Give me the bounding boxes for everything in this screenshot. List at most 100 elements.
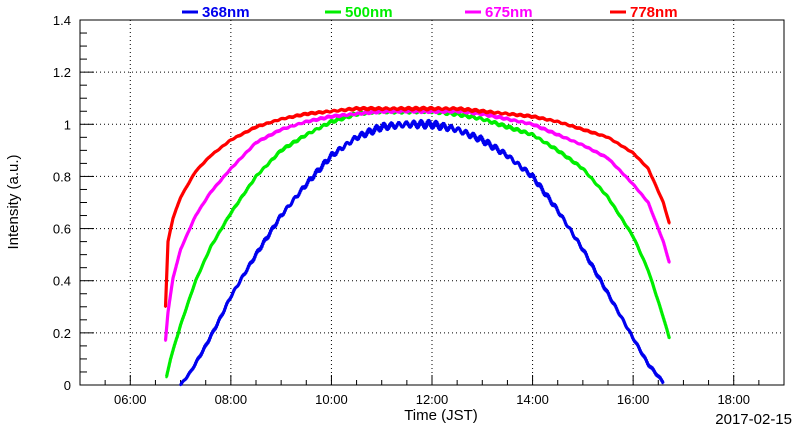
x-tick-label: 12:00 xyxy=(416,392,449,407)
data-point xyxy=(506,125,509,129)
series-line-778nm xyxy=(163,105,671,307)
data-point xyxy=(668,222,671,225)
y-tick-label: 0.6 xyxy=(53,222,71,237)
x-tick-label: 16:00 xyxy=(617,392,650,407)
data-point xyxy=(171,276,175,280)
x-tick-label: 08:00 xyxy=(215,392,248,407)
data-point xyxy=(229,167,233,170)
data-point xyxy=(194,279,197,282)
data-point xyxy=(355,112,358,116)
data-point xyxy=(179,323,182,327)
data-point xyxy=(305,183,308,186)
data-point xyxy=(631,336,635,340)
y-tick-label: 1 xyxy=(64,117,71,132)
data-point xyxy=(164,339,167,342)
data-point xyxy=(606,196,610,199)
data-point xyxy=(209,154,212,157)
legend-label: 675nm xyxy=(485,4,533,21)
data-point xyxy=(169,357,172,361)
data-point xyxy=(305,133,308,136)
data-point xyxy=(662,201,665,204)
data-point xyxy=(631,183,635,186)
data-point xyxy=(647,269,650,272)
data-point xyxy=(279,117,283,121)
data-point xyxy=(581,167,585,170)
data-point xyxy=(355,107,358,110)
data-point xyxy=(647,362,650,366)
data-point xyxy=(305,120,308,123)
x-tick-label: 06:00 xyxy=(114,392,147,407)
data-point xyxy=(405,107,409,110)
grid-lines xyxy=(80,20,784,385)
data-point xyxy=(506,117,509,121)
data-point xyxy=(581,143,585,147)
x-tick-label: 14:00 xyxy=(516,392,549,407)
y-tick-label: 0 xyxy=(64,378,71,393)
legend-label: 778nm xyxy=(630,4,678,21)
data-point xyxy=(330,120,333,123)
data-point xyxy=(647,201,650,204)
data-point xyxy=(455,128,459,131)
data-point xyxy=(481,138,484,142)
y-axis-title: Intensity (a.u.) xyxy=(5,154,22,249)
x-tick-label: 10:00 xyxy=(315,392,348,407)
data-point xyxy=(209,190,212,194)
data-point xyxy=(662,316,665,319)
data-point xyxy=(330,115,333,118)
data-point xyxy=(455,107,459,110)
data-point xyxy=(581,128,585,131)
plot-frame xyxy=(79,19,785,386)
data-point xyxy=(204,344,207,348)
series-line-368nm xyxy=(179,118,665,386)
series-line-675nm xyxy=(163,108,671,341)
data-point xyxy=(581,248,585,251)
data-point xyxy=(229,295,233,298)
data-point xyxy=(556,133,559,136)
data-point xyxy=(279,214,283,217)
data-point xyxy=(254,125,258,129)
data-point xyxy=(481,110,484,113)
data-point xyxy=(194,214,197,217)
data-point xyxy=(531,133,534,136)
legend-label: 368nm xyxy=(202,4,250,21)
data-point xyxy=(531,175,534,178)
data-point xyxy=(330,110,333,113)
data-point xyxy=(179,248,182,251)
data-point xyxy=(166,310,170,314)
data-point xyxy=(219,316,222,319)
data-point xyxy=(556,120,559,123)
data-point xyxy=(254,253,258,256)
data-point xyxy=(606,292,610,295)
series-lines xyxy=(163,105,671,387)
data-point xyxy=(330,154,333,157)
data-point xyxy=(668,261,671,264)
data-point xyxy=(179,383,182,387)
data-point xyxy=(229,138,233,142)
data-point xyxy=(506,112,509,116)
legend: 368nm 500nm 675nm 778nm xyxy=(182,4,678,21)
data-point xyxy=(668,336,671,340)
data-point xyxy=(481,117,484,121)
y-tick-label: 1.4 xyxy=(53,13,71,28)
data-point xyxy=(481,112,484,116)
data-point xyxy=(305,112,308,116)
data-point xyxy=(380,125,383,129)
legend-label: 500nm xyxy=(345,4,393,21)
y-tick-label: 0.4 xyxy=(53,274,71,289)
data-point xyxy=(631,235,635,238)
data-point xyxy=(662,381,665,384)
date-label: 2017-02-15 xyxy=(715,411,792,428)
data-point xyxy=(209,245,212,248)
y-tick-label: 0.8 xyxy=(53,169,71,184)
data-point xyxy=(531,123,534,126)
x-axis-title: Time (JST) xyxy=(404,407,478,424)
data-point xyxy=(254,175,258,178)
data-point xyxy=(430,107,434,110)
axis-ticks: 06:00 08:00 10:00 12:00 14:00 16:00 18:00 0 0.2 0… xyxy=(53,13,785,407)
x-tick-label: 18:00 xyxy=(717,392,750,407)
data-point xyxy=(631,151,635,155)
data-point xyxy=(662,240,665,243)
data-point xyxy=(380,107,383,110)
data-point xyxy=(430,123,434,126)
